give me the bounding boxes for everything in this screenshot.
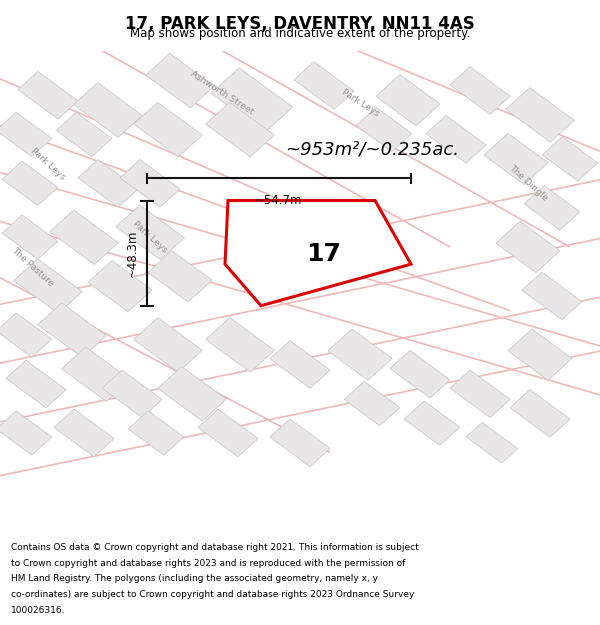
Text: The Dingle: The Dingle bbox=[507, 164, 549, 203]
Polygon shape bbox=[148, 251, 212, 302]
Polygon shape bbox=[542, 137, 598, 181]
Text: Park Leys: Park Leys bbox=[29, 146, 67, 181]
Text: ~953m²/~0.235ac.: ~953m²/~0.235ac. bbox=[285, 140, 459, 158]
Polygon shape bbox=[134, 102, 202, 157]
Polygon shape bbox=[74, 82, 142, 138]
Polygon shape bbox=[508, 329, 572, 380]
Polygon shape bbox=[356, 107, 412, 152]
Text: Ashworth Street: Ashworth Street bbox=[189, 69, 255, 116]
Polygon shape bbox=[426, 116, 486, 163]
Text: 17, PARK LEYS, DAVENTRY, NN11 4AS: 17, PARK LEYS, DAVENTRY, NN11 4AS bbox=[125, 16, 475, 33]
Polygon shape bbox=[0, 112, 52, 157]
Polygon shape bbox=[450, 67, 510, 114]
Polygon shape bbox=[146, 53, 214, 108]
Polygon shape bbox=[2, 161, 58, 206]
Polygon shape bbox=[128, 411, 184, 455]
Polygon shape bbox=[116, 205, 184, 259]
Polygon shape bbox=[18, 71, 78, 119]
Text: to Crown copyright and database rights 2023 and is reproduced with the permissio: to Crown copyright and database rights 2… bbox=[11, 559, 405, 568]
Polygon shape bbox=[78, 159, 138, 208]
Polygon shape bbox=[466, 422, 518, 463]
Polygon shape bbox=[88, 261, 152, 312]
Polygon shape bbox=[524, 186, 580, 230]
Text: 100026316.: 100026316. bbox=[11, 606, 65, 614]
Text: 17: 17 bbox=[307, 242, 341, 266]
Polygon shape bbox=[38, 303, 106, 358]
Polygon shape bbox=[54, 409, 114, 457]
Text: co-ordinates) are subject to Crown copyright and database rights 2023 Ordnance S: co-ordinates) are subject to Crown copyr… bbox=[11, 590, 414, 599]
Polygon shape bbox=[270, 341, 330, 388]
Text: Contains OS data © Crown copyright and database right 2021. This information is : Contains OS data © Crown copyright and d… bbox=[11, 543, 419, 552]
Polygon shape bbox=[0, 313, 52, 358]
Polygon shape bbox=[2, 215, 58, 259]
Polygon shape bbox=[206, 102, 274, 157]
Polygon shape bbox=[450, 370, 510, 418]
Polygon shape bbox=[0, 411, 52, 455]
Text: Map shows position and indicative extent of the property.: Map shows position and indicative extent… bbox=[130, 27, 470, 40]
Polygon shape bbox=[102, 370, 162, 418]
Polygon shape bbox=[484, 133, 548, 184]
Polygon shape bbox=[62, 347, 130, 401]
Polygon shape bbox=[211, 68, 293, 132]
Polygon shape bbox=[134, 318, 202, 372]
Polygon shape bbox=[56, 112, 112, 157]
Text: Park Leys: Park Leys bbox=[340, 87, 380, 118]
Polygon shape bbox=[14, 259, 82, 313]
Polygon shape bbox=[390, 351, 450, 398]
Polygon shape bbox=[198, 409, 258, 457]
Polygon shape bbox=[120, 159, 180, 208]
Polygon shape bbox=[294, 62, 354, 109]
Polygon shape bbox=[510, 389, 570, 438]
Polygon shape bbox=[496, 221, 560, 272]
Polygon shape bbox=[270, 419, 330, 467]
Polygon shape bbox=[328, 329, 392, 380]
Polygon shape bbox=[6, 360, 66, 408]
Text: ~48.3m: ~48.3m bbox=[125, 229, 139, 277]
Text: ~54.7m: ~54.7m bbox=[255, 194, 303, 207]
Polygon shape bbox=[522, 272, 582, 320]
Text: The Pasture: The Pasture bbox=[10, 246, 56, 288]
Text: Park Leys: Park Leys bbox=[131, 219, 169, 255]
Polygon shape bbox=[158, 366, 226, 421]
Polygon shape bbox=[206, 318, 274, 372]
Polygon shape bbox=[506, 88, 574, 142]
Polygon shape bbox=[50, 210, 118, 264]
Polygon shape bbox=[225, 201, 411, 306]
Polygon shape bbox=[376, 74, 440, 126]
Polygon shape bbox=[344, 381, 400, 426]
Polygon shape bbox=[404, 401, 460, 446]
Text: HM Land Registry. The polygons (including the associated geometry, namely x, y: HM Land Registry. The polygons (includin… bbox=[11, 574, 378, 583]
